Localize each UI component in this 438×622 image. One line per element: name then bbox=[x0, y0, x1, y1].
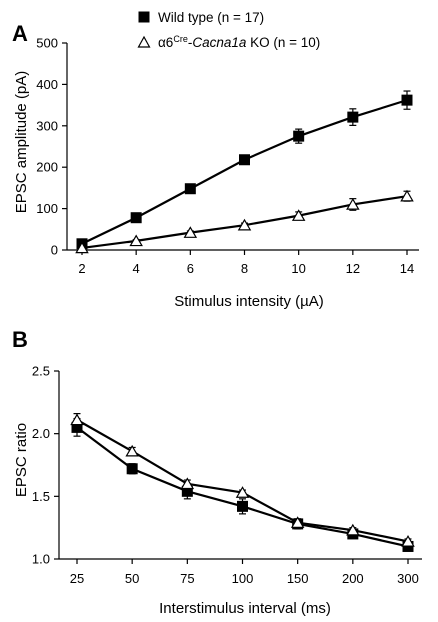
panel-a-xtick-label: 10 bbox=[291, 261, 305, 276]
panel-a-plot: 0 100 200 300 400 500 2 4 6 8 10 12 14 bbox=[36, 36, 419, 276]
legend-ko-alpha: α6 bbox=[158, 35, 173, 50]
panel-a-series-0-point bbox=[293, 130, 305, 142]
panel-a-series-0-point bbox=[239, 154, 250, 166]
panel-a-series-0-point bbox=[130, 212, 142, 224]
panel-b-series-1-point bbox=[70, 413, 84, 426]
panel-a-series-1-point bbox=[237, 218, 252, 231]
legend-ko-label: α6Cre-Cacna1a KO (n = 10) bbox=[158, 34, 320, 50]
panel-a-xtick-label: 4 bbox=[133, 261, 140, 276]
panel-a-ytick-label: 300 bbox=[36, 118, 58, 133]
panel-a-xtick-label: 6 bbox=[187, 261, 194, 276]
panel-b-xtick-label: 50 bbox=[125, 571, 139, 586]
legend-ko-cre: Cre bbox=[173, 34, 188, 44]
panel-b-xtick-label: 100 bbox=[232, 571, 254, 586]
panel-a-series-0-point bbox=[401, 94, 413, 106]
panel-a-ytick-label: 0 bbox=[51, 243, 58, 258]
legend-wild-type-marker bbox=[138, 11, 150, 23]
panel-b-series-0-point bbox=[237, 500, 248, 512]
panel-a-letter: A bbox=[12, 21, 28, 46]
legend-wild-type-label: Wild type (n = 17) bbox=[158, 10, 264, 25]
panel-b-series-0-point bbox=[126, 463, 138, 475]
panel-a-series-0-point bbox=[184, 183, 196, 195]
panel-a-series-1-point bbox=[400, 189, 414, 202]
panel-a-ylabel: EPSC amplitude (pA) bbox=[13, 71, 30, 214]
panel-b-series-1-point bbox=[401, 535, 415, 547]
panel-b-xtick-label: 200 bbox=[342, 571, 364, 586]
panel-b-xtick-label: 300 bbox=[397, 571, 419, 586]
panel-b-series-1-point bbox=[235, 486, 250, 498]
legend-ko-dash: - bbox=[188, 35, 193, 50]
panel-a-series-0-point bbox=[347, 111, 359, 123]
panel-b-xtick-label: 75 bbox=[180, 571, 194, 586]
panel-a-ytick-label: 200 bbox=[36, 160, 58, 175]
legend-ko-marker bbox=[137, 35, 151, 48]
panel-b-ytick-label: 1.5 bbox=[32, 489, 50, 504]
panel-a-series-1-point bbox=[291, 209, 306, 221]
panel-b-ylabel: EPSC ratio bbox=[13, 423, 30, 497]
panel-b-series-1-point bbox=[125, 444, 139, 457]
panel-b-series-1-point bbox=[346, 523, 360, 536]
panel-a-series-1-point bbox=[75, 241, 89, 254]
panel-a-xtick-label: 12 bbox=[346, 261, 360, 276]
panel-b-plot: 1.0 1.5 2.0 2.5 25 50 75 100 150 200 300 bbox=[32, 364, 422, 586]
panel-b-ytick-label: 2.0 bbox=[32, 426, 50, 441]
panel-a-series-1-point bbox=[346, 198, 360, 210]
panel-b-series-1-line bbox=[76, 418, 409, 543]
panel-a-xtick-label: 14 bbox=[400, 261, 414, 276]
panel-b-letter: B bbox=[12, 327, 28, 352]
panel-b-series-1-point bbox=[180, 477, 195, 490]
panel-b-xtick-label: 150 bbox=[287, 571, 309, 586]
panel-a-series-1-point bbox=[129, 234, 143, 247]
panel-a-series-1-point bbox=[183, 226, 198, 238]
panel-b-ytick-label: 1.0 bbox=[32, 552, 50, 567]
panel-b-xlabel: Interstimulus interval (ms) bbox=[159, 600, 331, 617]
panel-a-xtick-label: 8 bbox=[241, 261, 248, 276]
panel-a-xtick-label: 2 bbox=[78, 261, 85, 276]
panel-a-ytick-label: 400 bbox=[36, 77, 58, 92]
panel-a-legend: Wild type (n = 17) α6Cre-Cacna1a KO (n =… bbox=[137, 10, 320, 50]
legend-ko-rest: KO (n = 10) bbox=[246, 35, 320, 50]
panel-b-ytick-label: 2.5 bbox=[32, 364, 50, 379]
panel-b-series-1-point bbox=[290, 516, 305, 528]
panel-a-ytick-label: 100 bbox=[36, 201, 58, 216]
panel-b-xtick-label: 25 bbox=[70, 571, 84, 586]
panel-a-xlabel: Stimulus intensity (µA) bbox=[174, 293, 324, 310]
panel-a-ytick-label: 500 bbox=[36, 36, 58, 51]
legend-ko-gene: Cacna1a bbox=[192, 35, 247, 50]
